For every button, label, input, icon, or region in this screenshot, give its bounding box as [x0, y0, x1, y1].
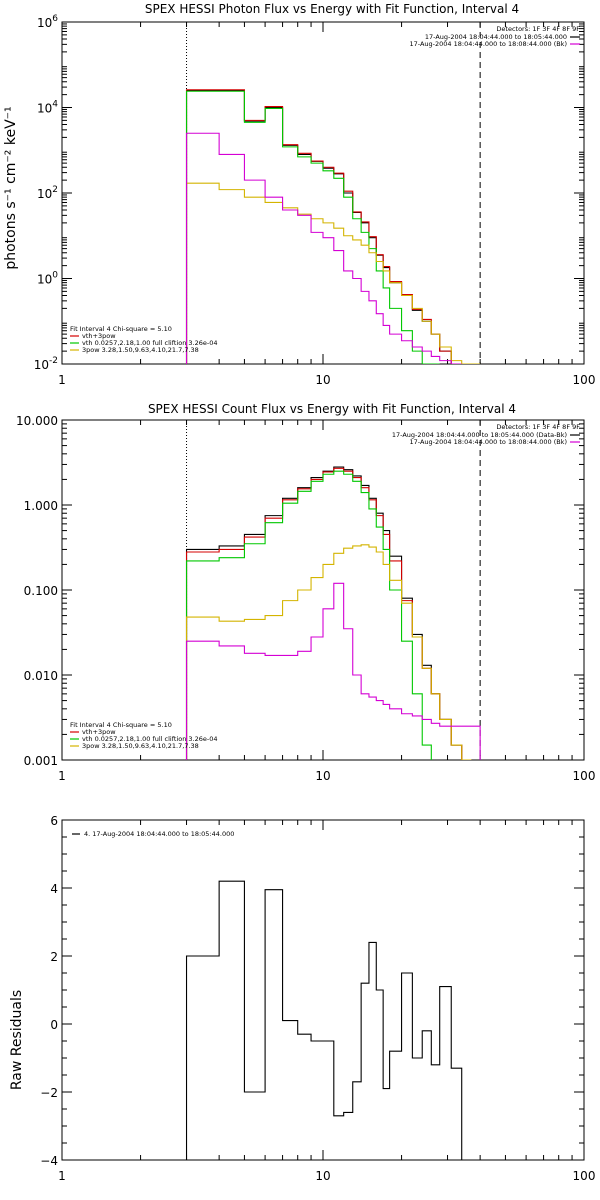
- y-tick-label: 10-2: [34, 356, 58, 372]
- x-tick-label: 10: [315, 1169, 330, 1183]
- plot-marks: 1 10 100 0.001 0.010 0.100 1.000 10.000: [16, 414, 595, 783]
- y-tick-label: 0: [50, 1018, 58, 1032]
- series-line-0: [185, 89, 462, 364]
- x-tick-label: 100: [573, 373, 596, 387]
- y-tick-label: 0.100: [24, 584, 58, 598]
- y-tick-label: 10.000: [16, 414, 58, 428]
- y-axis-label: Raw Residuals: [9, 990, 25, 1090]
- series-line-3: [185, 182, 481, 364]
- x-tick-label: 1: [58, 769, 66, 783]
- series-line-2: [185, 470, 432, 760]
- legend-bottom-left: Fit Interval 4 Chi-square = 5.10vth+3pow…: [70, 325, 218, 354]
- legend-bottom-left: Fit Interval 4 Chi-square = 5.10vth+3pow…: [70, 721, 218, 750]
- legend-entry: 3pow 3.28,1.50,9.63,4.10,21.7,7.38: [82, 742, 199, 750]
- residuals-chart: Raw Residuals 1 10 100 −4 −2 0 2 4 6 4. 17-Aug-2…: [9, 814, 595, 1183]
- legend-top-left: 4. 17-Aug-2004 18:04:44.000 to 18:05:44.…: [72, 830, 234, 838]
- chart-title: SPEX HESSI Photon Flux vs Energy with Fi…: [145, 2, 519, 16]
- legend-header: Detectors: 1F 3F 4F 8F 9F: [496, 423, 580, 431]
- series-line-2: [185, 90, 440, 364]
- series-line-3: [185, 544, 472, 760]
- plot-marks: 1 10 100 −4 −2 0 2 4 6: [40, 814, 595, 1183]
- x-tick-label: 10: [315, 769, 330, 783]
- y-tick-label: 0.001: [24, 754, 58, 768]
- legend-entry: 17-Aug-2004 18:04:44.000 to 18:08:44.000…: [410, 40, 567, 48]
- series-line-0: [185, 880, 472, 1160]
- series-line-1: [185, 89, 472, 364]
- legend-entry: 3pow 3.28,1.50,9.63,4.10,21.7,7.38: [82, 346, 199, 354]
- count-flux-chart: SPEX HESSI Count Flux vs Energy with Fit…: [16, 402, 595, 783]
- y-tick-label: 1.000: [24, 499, 58, 513]
- x-tick-label: 100: [573, 769, 596, 783]
- plot-frame: [61, 819, 585, 1161]
- y-tick-label: 104: [37, 100, 58, 116]
- legend-entry: vth 0.0257,2.18,1.00 full cliftion 3.26e…: [82, 735, 218, 743]
- plot-frame: [61, 21, 585, 365]
- y-tick-label: 0.010: [24, 669, 58, 683]
- photon-flux-chart: SPEX HESSI Photon Flux vs Energy with Fi…: [3, 2, 596, 387]
- x-tick-label: 10: [315, 373, 330, 387]
- legend-entry: 4. 17-Aug-2004 18:04:44.000 to 18:05:44.…: [84, 830, 234, 838]
- legend-entry: vth+3pow: [82, 332, 116, 340]
- series-line-1: [185, 467, 472, 760]
- y-tick-label: 2: [50, 950, 58, 964]
- legend-entry: 17-Aug-2004 18:04:44.000 to 18:05:44.000…: [392, 431, 567, 439]
- y-tick-label: 4: [50, 882, 58, 896]
- legend-entry: 17-Aug-2004 18:04:44.000 to 18:05:44.000: [425, 33, 567, 41]
- x-tick-label: 100: [573, 1169, 596, 1183]
- chart-title: SPEX HESSI Count Flux vs Energy with Fit…: [148, 402, 516, 416]
- y-axis-label: photons s⁻¹ cm⁻² keV⁻¹: [3, 106, 19, 269]
- legend-entry: vth 0.0257,2.18,1.00 full cliftion 3.26e…: [82, 339, 218, 347]
- legend-header: Fit Interval 4 Chi-square = 5.10: [70, 325, 172, 333]
- plot-marks: 1 10 100 10-2 100 102 104 106: [34, 14, 596, 387]
- legend-entry: 17-Aug-2004 18:04:44.000 to 18:08:44.000…: [410, 438, 567, 446]
- y-tick-label: −2: [40, 1086, 58, 1100]
- y-tick-label: 102: [37, 185, 58, 201]
- y-tick-label: 6: [50, 814, 58, 828]
- series-line-4: [185, 582, 481, 760]
- y-tick-label: −4: [40, 1154, 58, 1168]
- series-line-4: [185, 132, 462, 364]
- y-tick-label: 100: [37, 271, 58, 287]
- y-tick-label: 106: [37, 14, 58, 30]
- x-tick-label: 1: [58, 1169, 66, 1183]
- legend-header: Detectors: 1F 3F 4F 8F 9F: [496, 25, 580, 33]
- legend-entry: vth+3pow: [82, 728, 116, 736]
- x-tick-label: 1: [58, 373, 66, 387]
- legend-header: Fit Interval 4 Chi-square = 5.10: [70, 721, 172, 729]
